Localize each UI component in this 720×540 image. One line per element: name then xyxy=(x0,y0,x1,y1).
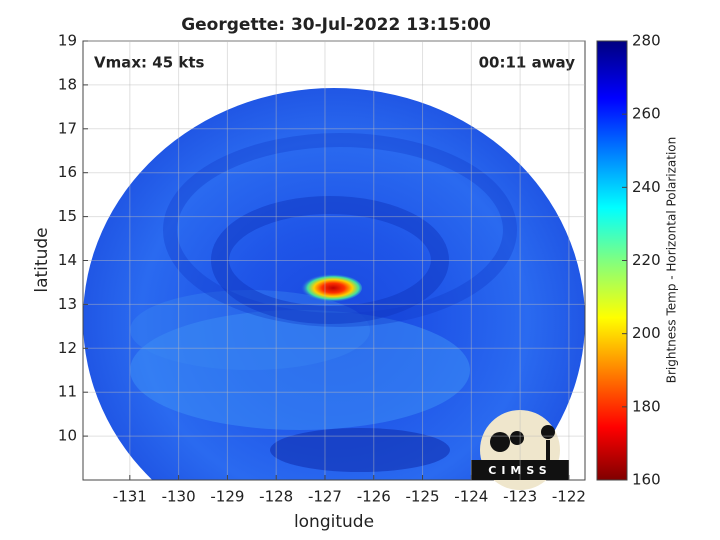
x-tick-label: -130 xyxy=(162,488,196,506)
y-tick-label: 10 xyxy=(58,427,77,445)
colorbar-tick-label: 260 xyxy=(632,105,661,123)
x-tick-label: -124 xyxy=(454,488,488,506)
colorbar-tick-label: 180 xyxy=(632,397,661,415)
annotation: 00:11 away xyxy=(479,54,576,72)
logo-text: CIMSS xyxy=(488,464,551,477)
x-tick-label: -128 xyxy=(259,488,293,506)
logo: CIMSS xyxy=(471,410,569,490)
colorbar-tick-label: 220 xyxy=(632,251,661,269)
colorbar-label: Brightness Temp - Horizontal Polarizatio… xyxy=(665,137,679,384)
colorbar-tick-label: 280 xyxy=(632,32,661,50)
chart-title: Georgette: 30-Jul-2022 13:15:00 xyxy=(181,15,491,35)
x-tick-label: -122 xyxy=(552,488,586,506)
y-tick-label: 17 xyxy=(58,119,77,137)
y-tick-label: 11 xyxy=(58,383,77,401)
satellite-image xyxy=(83,88,585,480)
y-tick-label: 16 xyxy=(58,163,77,181)
x-tick-label: -131 xyxy=(113,488,147,506)
y-axis-label: latitude xyxy=(32,227,52,292)
x-tick-label: -123 xyxy=(503,488,537,506)
x-tick-label: -129 xyxy=(210,488,244,506)
colorbar-tick-label: 200 xyxy=(632,324,661,342)
colorbar-tick-label: 240 xyxy=(632,178,661,196)
y-tick-label: 12 xyxy=(58,339,77,357)
x-tick-label: -125 xyxy=(406,488,440,506)
x-tick-label: -127 xyxy=(308,488,342,506)
annotation: Vmax: 45 kts xyxy=(94,54,204,72)
y-tick-label: 14 xyxy=(58,251,77,269)
y-tick-label: 18 xyxy=(58,75,77,93)
x-axis-label: longitude xyxy=(294,512,374,532)
x-tick-label: -126 xyxy=(357,488,391,506)
y-tick-label: 19 xyxy=(58,32,77,50)
y-tick-label: 15 xyxy=(58,207,77,225)
y-tick-label: 13 xyxy=(58,295,77,313)
colorbar-tick-label: 160 xyxy=(632,471,661,489)
